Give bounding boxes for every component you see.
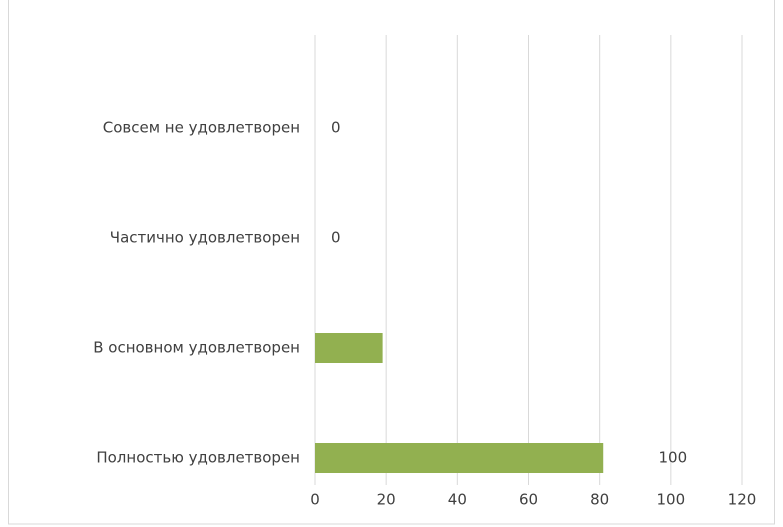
x-tick-label: 120 (728, 491, 757, 509)
data-label: 0 (331, 229, 341, 247)
chart-border (8, 0, 775, 525)
y-tick-label: Частично удовлетворен (110, 229, 300, 247)
bar (315, 333, 383, 363)
bar (315, 443, 604, 473)
annotation: 100 (659, 449, 688, 467)
x-tick-label: 0 (310, 491, 320, 509)
x-tick-label: 80 (590, 491, 609, 509)
x-tick-label: 60 (519, 491, 538, 509)
x-tick-label: 100 (657, 491, 686, 509)
y-tick-label: Полностью удовлетворен (96, 449, 300, 467)
x-tick-label: 20 (377, 491, 396, 509)
y-tick-label: В основном удовлетворен (93, 339, 300, 357)
y-tick-label: Совсем не удовлетворен (103, 119, 300, 137)
x-tick-label: 40 (448, 491, 467, 509)
data-label: 0 (331, 119, 341, 137)
